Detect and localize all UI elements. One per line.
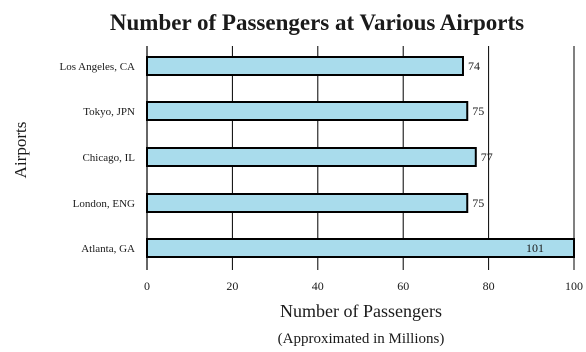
y-tick-label: Chicago, IL [82, 152, 135, 164]
x-axis-label: Number of Passengers [280, 301, 442, 321]
x-tick-label: 100 [565, 279, 583, 293]
x-tick-label: 40 [312, 279, 324, 293]
plot-area: 0 20 40 60 80 100 Los Angeles, CA 74 Tokyo, JPN 7… [60, 46, 583, 293]
x-axis-sublabel: (Approximated in Millions) [278, 331, 445, 347]
y-tick-label: Atlanta, GA [81, 243, 135, 255]
y-tick-label: Tokyo, JPN [83, 106, 135, 118]
bar [146, 56, 464, 76]
bar [146, 147, 477, 167]
bar [146, 193, 469, 213]
x-tick-label: 60 [397, 279, 409, 293]
y-tick-label: London, ENG [73, 198, 135, 210]
data-label: 77 [481, 150, 493, 164]
data-label: 74 [468, 59, 480, 73]
y-tick-label: Los Angeles, CA [60, 61, 136, 73]
chart-title: Number of Passengers at Various Airports [110, 10, 524, 35]
x-tick-label: 80 [483, 279, 495, 293]
data-label: 75 [472, 104, 484, 118]
data-label: 75 [472, 196, 484, 210]
bar [146, 101, 469, 121]
y-axis-label: Airports [11, 122, 30, 179]
x-tick-label: 20 [226, 279, 238, 293]
data-label: 101 [526, 241, 544, 255]
bar [146, 238, 575, 258]
x-tick-label: 0 [144, 279, 150, 293]
